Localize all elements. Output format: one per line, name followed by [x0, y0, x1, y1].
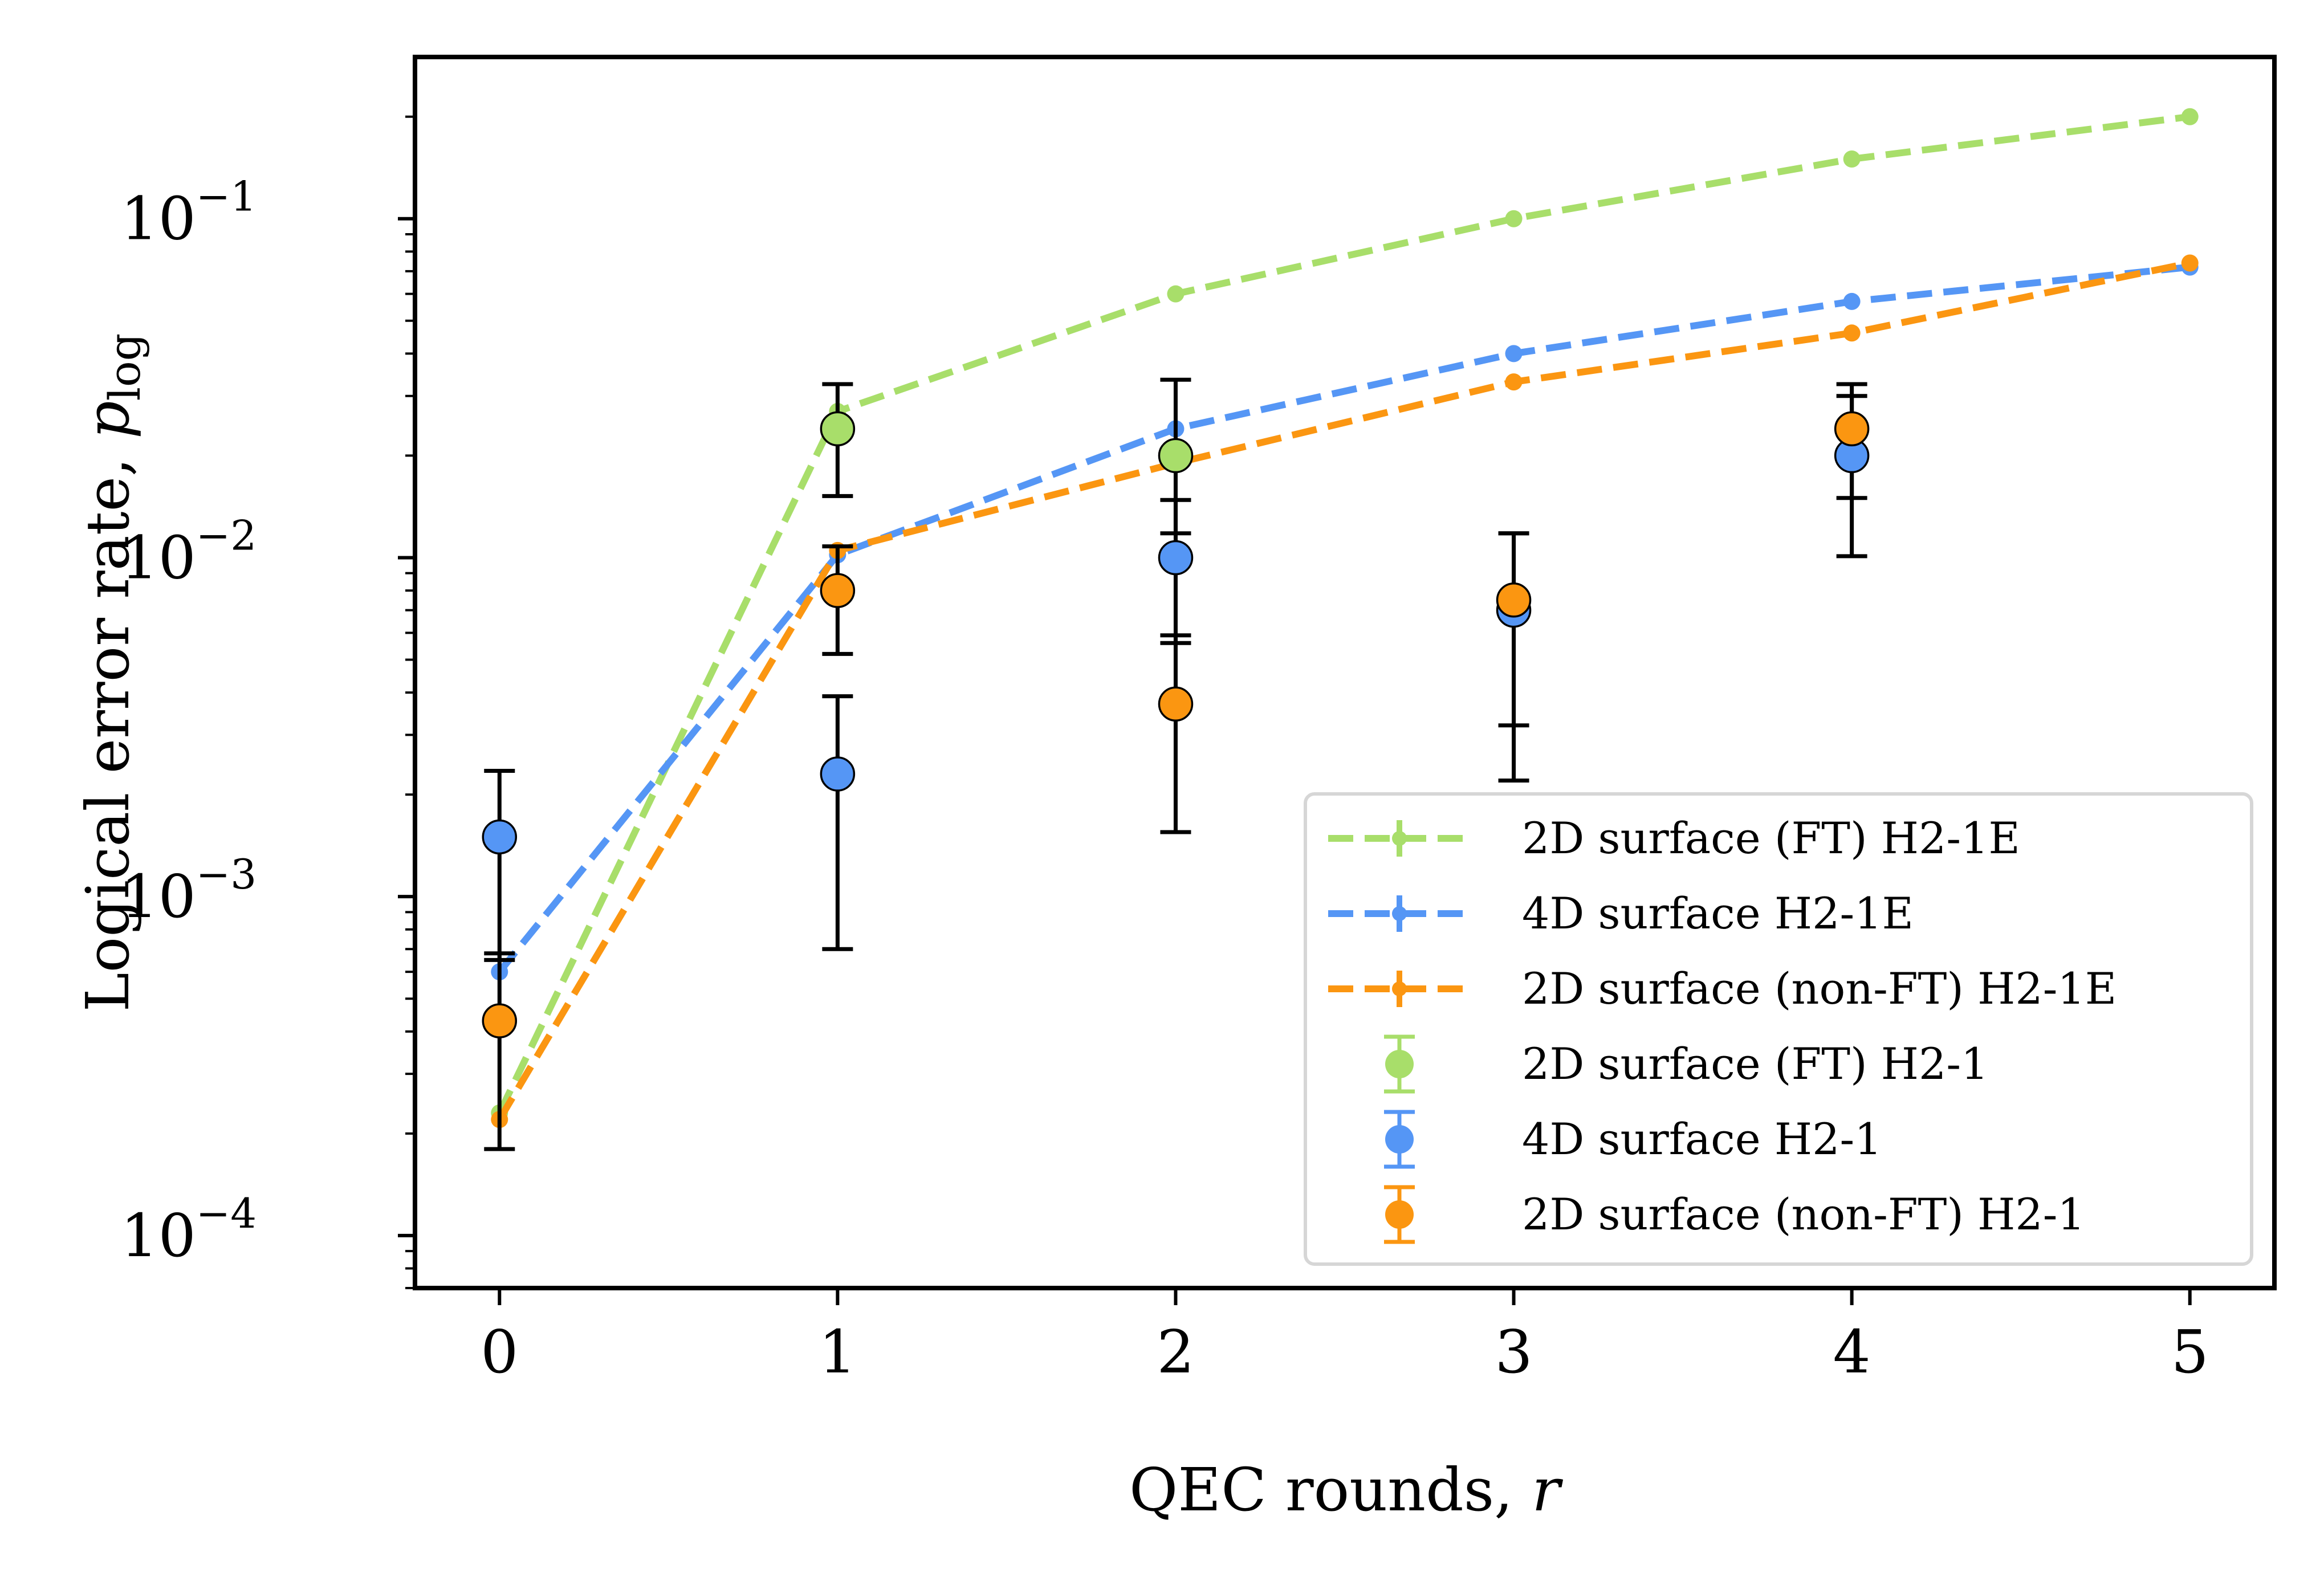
series-marker: [1843, 150, 1861, 168]
legend: 2D surface (FT) H2-1E 4D surface H2-1E 2D …: [1304, 792, 2253, 1266]
x-tick-label: 1: [819, 1317, 856, 1387]
x-tick-label: 4: [1833, 1317, 1871, 1387]
data-point: [820, 756, 856, 792]
x-tick-label: 3: [1495, 1317, 1532, 1387]
legend-entry-3: 2D surface (non-FT) H2-1E: [1328, 963, 2117, 1014]
series-marker: [2181, 108, 2199, 125]
series-marker: [1505, 345, 1523, 362]
experiment-1-points: [820, 411, 1194, 474]
data-point: [1496, 582, 1532, 618]
axes-frame: [413, 55, 2277, 1290]
series-marker: [1505, 373, 1523, 391]
experiment-3-points: [482, 411, 1870, 1038]
plot-layer: [482, 108, 2199, 1151]
legend-marker-swatch: [1392, 831, 1407, 846]
series-marker: [1167, 285, 1185, 303]
x-axis-label: QEC rounds, r: [1129, 1455, 1563, 1525]
series-line: [496, 259, 2191, 1122]
legend-box: [1304, 792, 2253, 1266]
legend-label: 2D surface (non-FT) H2-1E: [1522, 963, 2117, 1014]
legend-label: 2D surface (FT) H2-1: [1522, 1038, 1988, 1089]
data-point: [482, 1003, 518, 1038]
axes-layer: 0 1 2 3 4 5 10−4 10−3 10−2 10−1 QEC rounds, r Logic…: [73, 55, 2277, 1525]
legend-label: 2D surface (non-FT) H2-1: [1522, 1189, 2085, 1240]
legend-entry-2: 4D surface H2-1E: [1328, 888, 1914, 939]
data-point: [1158, 540, 1194, 576]
legend-label: 4D surface H2-1: [1522, 1114, 1882, 1164]
series-line: [496, 113, 2191, 1115]
legend-marker-swatch: [1385, 1200, 1414, 1229]
x-tick-label: 2: [1157, 1317, 1194, 1387]
x-tick-label: 5: [2171, 1317, 2209, 1387]
legend-marker-swatch: [1392, 906, 1407, 921]
y-tick-label: 10−2: [121, 511, 257, 592]
data-point: [1158, 438, 1194, 474]
data-point: [820, 411, 856, 447]
series-line: [496, 263, 2191, 974]
legend-entry-1: 2D surface (FT) H2-1E: [1328, 813, 2020, 863]
x-tick-label: 0: [481, 1317, 518, 1387]
series-marker: [2181, 254, 2199, 272]
data-point: [820, 573, 856, 608]
legend-entry-5: 4D surface H2-1: [1384, 1110, 1882, 1169]
y-tick-label: 10−4: [121, 1189, 257, 1270]
series-marker: [1843, 324, 1861, 342]
legend-entry-4: 2D surface (FT) H2-1: [1384, 1034, 1988, 1094]
series-marker: [1505, 210, 1523, 227]
legend-label: 4D surface H2-1E: [1522, 888, 1914, 939]
experiment-3-errorbars: [484, 382, 1867, 1151]
legend-marker-swatch: [1385, 1050, 1414, 1078]
legend-marker-swatch: [1385, 1125, 1414, 1154]
legend-marker-swatch: [1392, 981, 1407, 996]
data-point: [1834, 411, 1870, 447]
y-axis-label: Logical error rate, plog: [73, 333, 150, 1012]
y-tick-label: 10−3: [121, 850, 257, 931]
y-tick-label: 10−1: [121, 173, 257, 254]
experiment-1-errorbars: [822, 377, 1191, 536]
legend-entry-6: 2D surface (non-FT) H2-1: [1384, 1185, 2085, 1244]
legend-label: 2D surface (FT) H2-1E: [1522, 813, 2020, 863]
series-marker: [1843, 292, 1861, 310]
data-point: [1158, 686, 1194, 722]
data-point: [482, 819, 518, 855]
